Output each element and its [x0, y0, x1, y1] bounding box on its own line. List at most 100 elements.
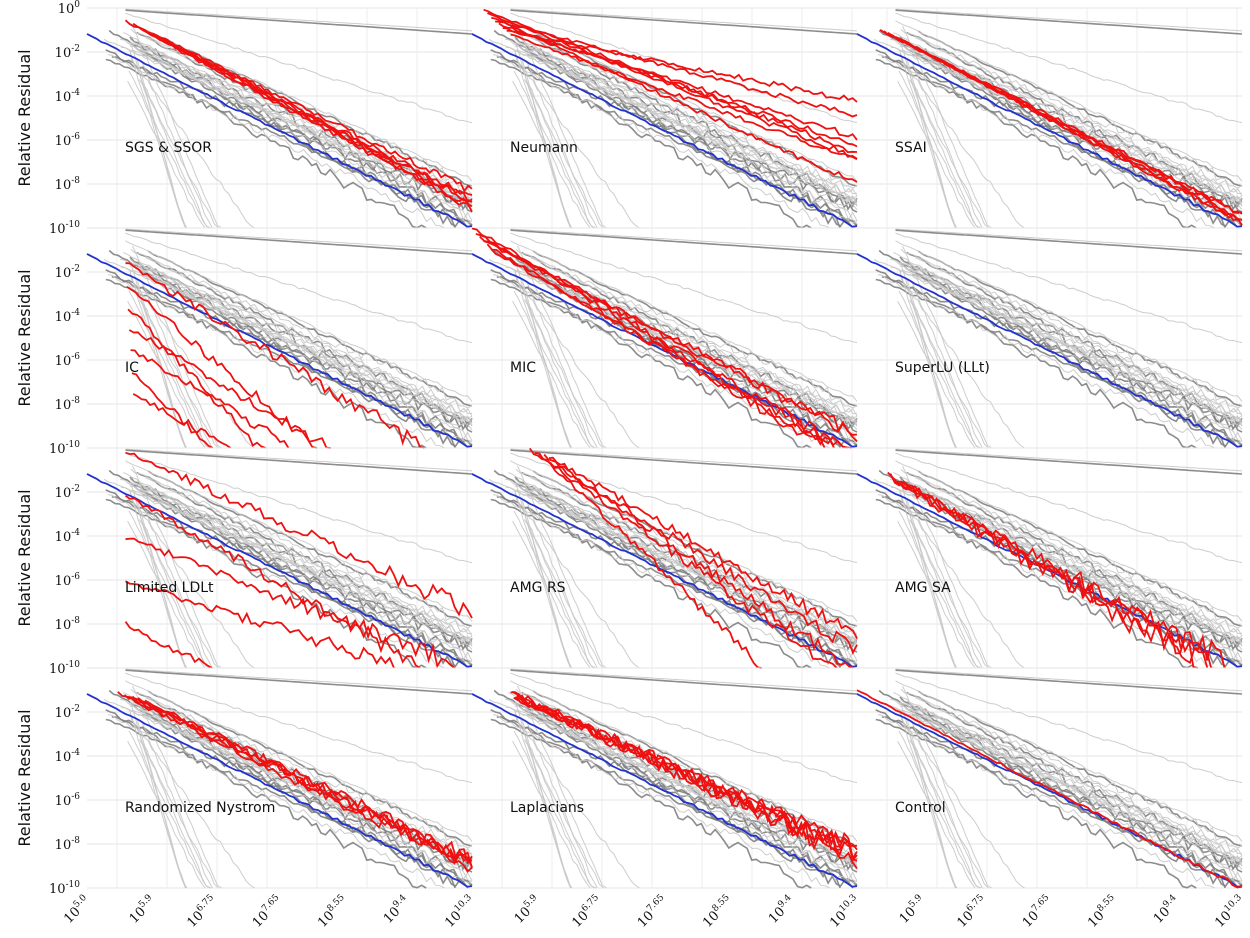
background-series-line	[900, 718, 1025, 889]
highlight-series-line	[548, 456, 858, 639]
background-series-line	[129, 270, 186, 449]
background-series	[873, 668, 1243, 889]
background-series-line	[514, 52, 597, 229]
background-series-line	[873, 698, 1243, 866]
background-series-line	[493, 249, 858, 447]
background-series-line	[510, 229, 858, 255]
panel-label: Limited LDLt	[125, 580, 214, 596]
reference-series-line	[86, 693, 473, 888]
panel-label: Laplacians	[510, 800, 584, 816]
background-series-line	[108, 689, 473, 887]
background-series-line	[895, 12, 1243, 124]
highlight-series-line	[131, 372, 214, 449]
background-series-line	[493, 469, 858, 667]
panel-label: MIC	[510, 360, 536, 376]
gridlines	[87, 7, 472, 229]
x-tick-label: 1010.3	[441, 893, 479, 931]
background-series-line	[895, 228, 1243, 252]
reference-series-line	[856, 253, 1243, 448]
highlight-series	[124, 19, 473, 213]
highlight-series-line	[486, 243, 826, 449]
panel: Control	[856, 667, 1243, 889]
background-series-line	[512, 300, 591, 449]
background-series-line	[907, 40, 1243, 199]
x-tick-label: 109.4	[380, 893, 414, 927]
background-series-line	[901, 709, 1243, 863]
background-series-line	[125, 460, 473, 622]
background-series-line	[129, 490, 186, 669]
background-series-line	[516, 709, 858, 863]
background-series-line	[125, 448, 473, 472]
background-series-line	[523, 299, 604, 449]
background-series-line	[517, 465, 607, 669]
background-series-line	[510, 680, 858, 842]
background-series-line	[138, 519, 219, 669]
y-axis-label: Relative Residual	[15, 709, 34, 846]
y-tick-label: 10-6	[55, 352, 81, 369]
background-series-line	[512, 80, 591, 229]
background-series-line	[128, 70, 211, 229]
background-series-line	[899, 492, 982, 669]
background-series-line	[132, 685, 222, 889]
highlight-series-line	[895, 36, 1243, 226]
background-series-line	[877, 274, 1215, 449]
reference-series-line	[856, 33, 1243, 228]
background-series-line	[138, 79, 219, 229]
background-series-line	[895, 8, 1243, 32]
x-tick-label: 1010.3	[1211, 893, 1249, 931]
background-series	[103, 228, 473, 449]
background-series-line	[878, 689, 1243, 887]
background-series-line	[900, 688, 1243, 849]
panel-label: Control	[895, 800, 946, 816]
background-series-line	[514, 698, 858, 882]
background-series-line	[128, 730, 211, 889]
background-series-line	[505, 478, 858, 664]
background-series-line	[895, 680, 1243, 842]
background-series-line	[108, 469, 473, 667]
background-series-line	[908, 519, 989, 669]
background-series-line	[908, 299, 989, 449]
background-series	[103, 448, 473, 669]
background-series-line	[907, 260, 1243, 419]
background-series-line	[129, 272, 212, 449]
gridlines	[87, 667, 472, 889]
highlight-series	[856, 689, 1243, 889]
background-series-line	[912, 273, 1239, 449]
background-series-line	[510, 669, 858, 695]
background-series-line	[897, 300, 976, 449]
background-series-line	[125, 229, 473, 255]
background-series-line	[530, 257, 858, 415]
highlight-series-line	[498, 22, 858, 148]
background-series-line	[492, 714, 830, 889]
highlight-series-line	[494, 20, 858, 118]
background-series-line	[510, 8, 858, 32]
background-series-line	[130, 688, 473, 849]
background-series-line	[895, 460, 1243, 622]
background-series-line	[510, 9, 858, 35]
highlight-series-line	[543, 453, 854, 669]
background-series-line	[911, 503, 983, 669]
y-tick-label: 10-4	[55, 748, 81, 765]
x-tick-label: 105.9	[125, 893, 159, 927]
background-series-line	[513, 42, 858, 204]
background-series-line	[130, 718, 255, 889]
y-tick-label: 10-6	[55, 792, 81, 809]
background-series-line	[492, 54, 830, 229]
highlight-series-line	[127, 308, 266, 449]
background-series-line	[901, 269, 1243, 423]
background-series-line	[145, 477, 473, 635]
panel: IC	[86, 227, 473, 449]
background-series-line	[131, 489, 473, 643]
background-series-line	[129, 710, 186, 889]
panel: AMG RS	[471, 447, 858, 669]
x-tick-label: 107.65	[248, 893, 286, 931]
background-series-line	[125, 680, 473, 842]
panel: MIC	[471, 227, 858, 449]
background-series-line	[130, 468, 473, 629]
background-series-line	[130, 498, 255, 669]
x-tick-label: 109.4	[765, 893, 799, 927]
background-series-line	[128, 290, 211, 449]
gridlines	[857, 667, 1242, 889]
background-series-line	[125, 228, 473, 252]
highlight-series-line	[891, 34, 1243, 215]
